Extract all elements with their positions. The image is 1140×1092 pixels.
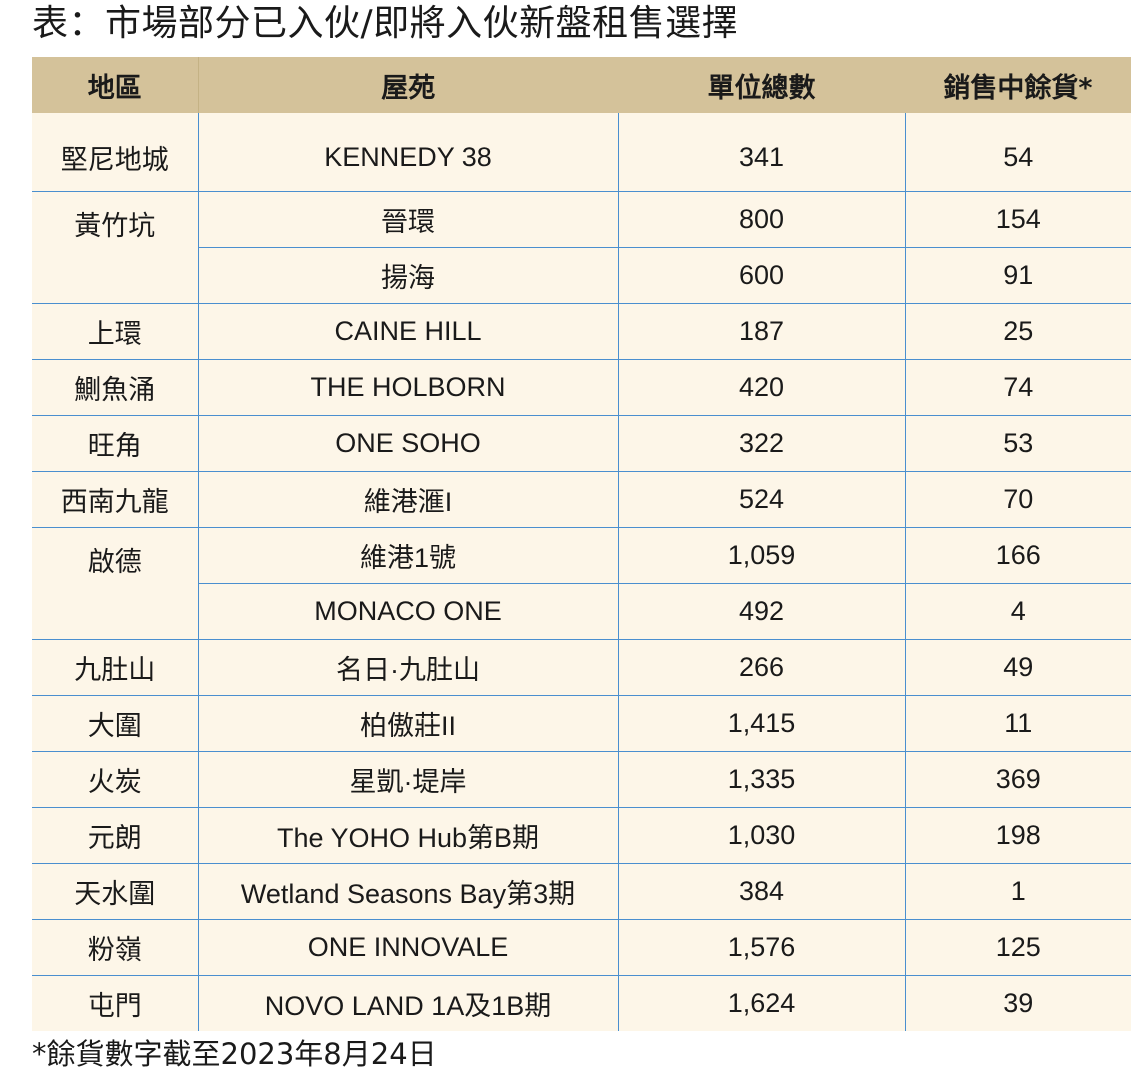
stock-cell: 125: [904, 919, 1131, 976]
table-row: 火炭 星凱·堤岸 1,335 369: [32, 751, 1131, 808]
header-stock: 銷售中餘貨*: [905, 57, 1131, 113]
table-row: 堅尼地城 KENNEDY 38 341 54: [32, 113, 1131, 192]
table-row: MONACO ONE 492 4: [32, 583, 1131, 640]
estate-cell: KENNEDY 38: [197, 113, 618, 192]
estate-cell: Wetland Seasons Bay第3期: [197, 863, 618, 920]
estate-cell: ONE SOHO: [197, 415, 618, 472]
district-cell: 鰂魚涌: [32, 359, 198, 416]
stock-cell: 91: [904, 247, 1131, 304]
stock-cell: 198: [904, 807, 1131, 864]
estate-cell: THE HOLBORN: [197, 359, 618, 416]
stock-cell: 70: [904, 471, 1131, 528]
district-cell: 上環: [32, 303, 198, 360]
table-row: 粉嶺 ONE INNOVALE 1,576 125: [32, 919, 1131, 976]
stock-cell: 154: [904, 191, 1131, 248]
estate-cell: The YOHO Hub第B期: [197, 807, 618, 864]
estate-cell: CAINE HILL: [197, 303, 618, 360]
stock-cell: 39: [904, 975, 1131, 1031]
table-row: 元朗 The YOHO Hub第B期 1,030 198: [32, 807, 1131, 864]
units-cell: 524: [617, 471, 905, 528]
header-estate: 屋苑: [197, 57, 618, 113]
district-cell: 粉嶺: [32, 919, 198, 976]
units-cell: 1,624: [617, 975, 905, 1031]
table-row: 大圍 柏傲莊II 1,415 11: [32, 695, 1131, 752]
table-row: 屯門 NOVO LAND 1A及1B期 1,624 39: [32, 975, 1131, 1031]
stock-cell: 4: [904, 583, 1131, 640]
district-cell: 九肚山: [32, 639, 198, 696]
estate-cell: MONACO ONE: [197, 583, 618, 640]
units-cell: 322: [617, 415, 905, 472]
units-cell: 1,030: [617, 807, 905, 864]
table-row: 上環 CAINE HILL 187 25: [32, 303, 1131, 360]
table-row: 鰂魚涌 THE HOLBORN 420 74: [32, 359, 1131, 416]
table-row: 西南九龍 維港滙I 524 70: [32, 471, 1131, 528]
estate-cell: 柏傲莊II: [197, 695, 618, 752]
district-cell: 天水圍: [32, 863, 198, 920]
district-cell: 元朗: [32, 807, 198, 864]
stock-cell: 74: [904, 359, 1131, 416]
units-cell: 600: [617, 247, 905, 304]
district-cell: 大圍: [32, 695, 198, 752]
table-row: 揚海 600 91: [32, 247, 1131, 304]
units-cell: 187: [617, 303, 905, 360]
stock-cell: 53: [904, 415, 1131, 472]
units-cell: 1,576: [617, 919, 905, 976]
units-cell: 492: [617, 583, 905, 640]
estate-cell: 星凱·堤岸: [197, 751, 618, 808]
stock-cell: 49: [904, 639, 1131, 696]
district-cell: 火炭: [32, 751, 198, 808]
district-cell: 啟德: [32, 527, 198, 640]
footnote: *餘貨數字截至2023年8月24日: [32, 1037, 437, 1071]
stock-cell: 54: [904, 113, 1131, 192]
estate-cell: 名日·九肚山: [197, 639, 618, 696]
property-table: 地區 屋苑 單位總數 銷售中餘貨* 堅尼地城 KENNEDY 38 341 54…: [32, 57, 1131, 1031]
table-title: 表：市場部分已入伙/即將入伙新盤租售選擇: [32, 3, 739, 44]
units-cell: 266: [617, 639, 905, 696]
units-cell: 420: [617, 359, 905, 416]
units-cell: 1,415: [617, 695, 905, 752]
header-units: 單位總數: [618, 57, 905, 113]
estate-cell: 維港滙I: [197, 471, 618, 528]
district-cell: 屯門: [87, 991, 142, 1022]
table-row: 黃竹坑 晉環 800 154: [32, 191, 1131, 304]
units-cell: 1,335: [617, 751, 905, 808]
stock-cell: 1: [904, 863, 1131, 920]
units-cell: 384: [617, 863, 905, 920]
table-row: 九肚山 名日·九肚山 266 49: [32, 639, 1131, 696]
stock-cell: 166: [904, 527, 1131, 584]
estate-cell: 晉環: [197, 191, 618, 248]
units-cell: 800: [617, 191, 905, 248]
district-cell: 旺角: [32, 415, 198, 472]
estate-cell: 揚海: [197, 247, 618, 304]
table-row: 天水圍 Wetland Seasons Bay第3期 384 1: [32, 863, 1131, 920]
table-row: 啟德 維港1號 1,059 166: [32, 527, 1131, 640]
district-cell: 堅尼地城: [32, 113, 198, 192]
units-cell: 341: [617, 113, 905, 192]
stock-cell: 11: [904, 695, 1131, 752]
stock-cell: 25: [904, 303, 1131, 360]
units-cell: 1,059: [617, 527, 905, 584]
table-row: 旺角 ONE SOHO 322 53: [32, 415, 1131, 472]
property-table-grid: 地區 屋苑 單位總數 銷售中餘貨* 堅尼地城 KENNEDY 38 341 54…: [32, 57, 1131, 1031]
district-cell: 西南九龍: [32, 471, 198, 528]
stock-cell: 369: [904, 751, 1131, 808]
estate-cell: 維港1號: [197, 527, 618, 584]
district-cell: 黃竹坑: [32, 191, 198, 304]
estate-cell: ONE INNOVALE: [197, 919, 618, 976]
estate-cell: NOVO LAND 1A及1B期: [197, 975, 618, 1031]
header-district: 地區: [32, 57, 198, 113]
table-header-row: 地區 屋苑 單位總數 銷售中餘貨*: [32, 57, 1131, 113]
